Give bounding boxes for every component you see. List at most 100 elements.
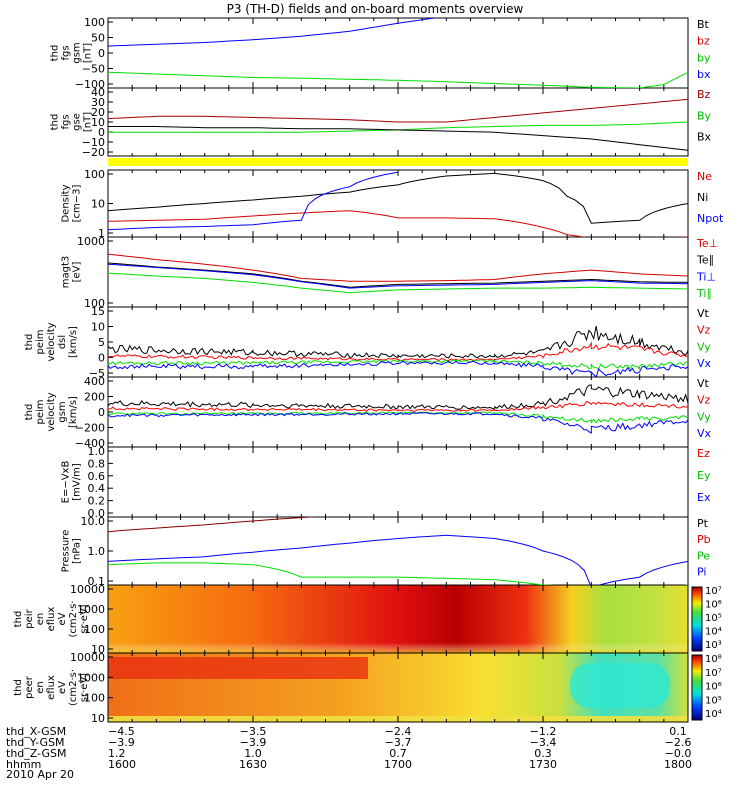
legend-entry: Ex	[697, 491, 711, 504]
y-tick-label: 1000	[77, 671, 105, 684]
y-tick-label: −400	[75, 437, 105, 450]
y-axis-label: peim	[35, 399, 46, 424]
legend-entry: Npot	[697, 212, 724, 225]
series-group-6	[108, 384, 688, 434]
y-axis-label: thd	[50, 45, 61, 62]
orbit-value: 1630	[239, 758, 267, 771]
colorbar-label: 10⁸	[705, 654, 722, 665]
colorbar	[691, 654, 703, 721]
legend-entry: Ni	[697, 191, 708, 204]
series-line-Vt	[108, 326, 688, 359]
y-tick-label: 0.4	[88, 482, 106, 495]
y-tick-label: 100	[84, 623, 105, 636]
status-bar	[108, 158, 688, 166]
y-tick-label: 0	[98, 406, 105, 419]
y-tick-label: 20	[91, 106, 105, 119]
legend-entry: Ez	[697, 447, 710, 460]
y-tick-label: 0	[98, 126, 105, 139]
legend-entry: Vy	[697, 410, 711, 423]
y-tick-label: −5	[89, 367, 105, 380]
y-tick-label: 10	[91, 643, 105, 656]
orbit-value: 1700	[384, 758, 412, 771]
y-tick-label: 100	[84, 168, 105, 181]
y-axis-label: fgs	[61, 114, 72, 129]
colorbar-label: 10⁶	[705, 682, 722, 693]
panel-frame	[107, 17, 689, 89]
y-axis-label: eflux	[46, 607, 57, 632]
y-tick-label: 10	[91, 712, 105, 725]
y-tick-label: 1000	[77, 235, 105, 248]
orbit-value: −3.5	[240, 725, 267, 738]
y-axis-label: [mV/m]	[72, 463, 83, 501]
orbit-row-label: hhmm	[6, 758, 41, 771]
series-line-Vz	[108, 400, 688, 412]
legend-entry: Te∥	[696, 254, 714, 267]
panel-9: 10000 1000 100 10 thd peir en eflux eV (cm2·s· sr·…	[13, 583, 722, 656]
legend-entry: Vx	[697, 357, 712, 370]
y-axis-label: en	[35, 681, 46, 694]
y-tick-label: −200	[75, 422, 105, 435]
series-line-Te∥	[108, 262, 688, 288]
panel-frame	[107, 446, 689, 518]
orbit-value: 1.2	[108, 747, 126, 760]
y-axis-label: [nT]	[83, 43, 94, 63]
y-tick-label: 10	[91, 321, 105, 334]
y-tick-label: 200	[84, 391, 105, 404]
orbit-value: 1600	[108, 758, 136, 771]
orbit-row-label: 2010 Apr 20	[6, 768, 74, 781]
y-axis-label: velocity	[46, 322, 57, 361]
series-group-8	[108, 517, 688, 585]
series-group-2	[108, 98, 688, 151]
legend-entry: Vz	[697, 394, 711, 407]
legend-entry: Bt	[697, 18, 710, 31]
y-tick-label: 40	[91, 86, 105, 99]
y-axis-label: Density	[61, 184, 72, 222]
y-tick-label: 1.0	[88, 545, 106, 558]
series-line-bx	[108, 18, 439, 47]
series-line-Ti⊥	[108, 263, 688, 289]
legend-entry: bx	[697, 68, 711, 81]
legend-entry: Vt	[697, 377, 710, 390]
y-axis-label: [cm−3]	[72, 185, 83, 223]
y-tick-label: −20	[82, 146, 105, 159]
panel-frame	[107, 376, 689, 448]
y-tick-label: 0.8	[88, 457, 106, 470]
legend-entry: Vt	[697, 307, 710, 320]
colorbar-label: 10⁵	[705, 613, 722, 624]
figure-title: P3 (TH-D) fields and on-board moments ov…	[227, 2, 524, 16]
y-tick-label: 100	[84, 297, 105, 310]
panel-4: 1000 100 magt3 [eV] Te⊥ Te∥ Ti⊥ Ti∥	[61, 235, 719, 310]
y-axis-label: E=−VxB	[61, 461, 72, 504]
orbit-value: 1.0	[244, 747, 262, 760]
legend-entry: Ti∥	[696, 287, 712, 300]
orbit-value: 1730	[529, 758, 557, 771]
orbit-value: −2.6	[665, 736, 692, 749]
orbit-row-label: thd_X-GSM	[6, 725, 66, 738]
y-axis-label: thd	[24, 334, 35, 351]
series-line-Vx	[108, 412, 688, 434]
series-line-Vt	[108, 384, 688, 411]
y-tick-label: 0.6	[88, 470, 106, 483]
legend-entry: Bz	[697, 88, 711, 101]
series-line-Pi	[108, 534, 688, 585]
y-axis-label: (cm2·s·	[68, 669, 79, 706]
legend-entry: Pt	[697, 517, 709, 530]
series-group-5	[108, 326, 688, 377]
y-tick-label: −10	[82, 136, 105, 149]
y-axis-label: sr·eV)	[79, 604, 90, 633]
colorbar-label: 10⁷	[705, 586, 722, 597]
series-line-Pt	[108, 517, 317, 533]
series-line-Vx	[108, 360, 688, 377]
y-axis-label: peir	[24, 608, 35, 628]
colorbar-label: 10⁷	[705, 668, 722, 679]
y-axis-label: eflux	[46, 675, 57, 700]
y-axis-label: eV	[57, 681, 68, 694]
orbit-row-label: thd_Z-GSM	[6, 747, 66, 760]
legend-entry: bz	[697, 35, 710, 48]
orbit-value: −3.9	[108, 736, 135, 749]
y-tick-label: 0	[98, 47, 105, 60]
y-axis-label: [km/s]	[68, 326, 79, 358]
